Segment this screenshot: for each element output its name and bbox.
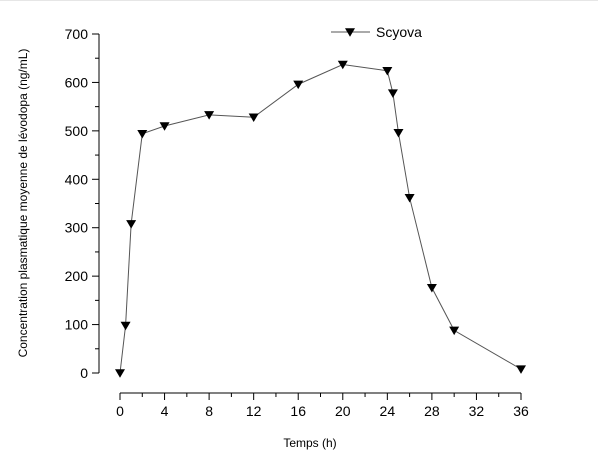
x-tick-label: 8	[205, 403, 213, 419]
data-point	[204, 111, 215, 120]
y-tick-label: 400	[65, 171, 89, 187]
data-point	[126, 220, 137, 229]
data-point	[387, 89, 398, 98]
data-point	[426, 284, 437, 293]
x-tick-label: 12	[246, 403, 262, 419]
series-layer	[115, 60, 526, 378]
x-tick-label: 16	[290, 403, 306, 419]
top-border	[0, 0, 598, 1]
data-point	[115, 369, 125, 378]
data-point	[137, 130, 148, 139]
series-line	[119, 63, 522, 374]
data-point	[293, 80, 304, 90]
data-point	[393, 129, 404, 138]
data-point	[449, 326, 460, 336]
y-tick-label: 500	[65, 123, 89, 139]
y-axis: 0 100 200 300 400 500 600 700	[65, 26, 100, 381]
legend-marker	[345, 28, 355, 37]
x-tick-label: 24	[380, 403, 396, 419]
data-point	[159, 122, 170, 131]
x-tick-label: 28	[424, 403, 440, 419]
legend-label: Scyova	[376, 24, 422, 40]
data-point	[337, 60, 348, 70]
x-tick-label: 0	[116, 403, 124, 419]
x-tick-label: 36	[513, 403, 529, 419]
data-point	[404, 193, 415, 203]
data-point	[516, 365, 526, 374]
y-tick-label: 600	[65, 74, 89, 90]
y-tick-label: 200	[65, 268, 89, 284]
y-tick-label: 300	[65, 220, 89, 236]
data-point	[248, 113, 259, 123]
data-point	[382, 67, 393, 76]
y-tick-label: 700	[65, 26, 89, 42]
x-tick-label: 32	[469, 403, 485, 419]
y-tick-label: 100	[65, 317, 89, 333]
data-point	[120, 321, 131, 331]
x-axis: 0 4 8 12 16 20 24 28 32 36	[116, 392, 529, 419]
legend: Scyova	[331, 24, 422, 40]
x-axis-label: Temps (h)	[283, 436, 336, 450]
x-tick-label: 4	[161, 403, 169, 419]
y-tick-label: 0	[80, 365, 88, 381]
x-tick-label: 20	[335, 403, 351, 419]
y-axis-label: Concentration plasmatique moyenne de lév…	[16, 49, 30, 358]
